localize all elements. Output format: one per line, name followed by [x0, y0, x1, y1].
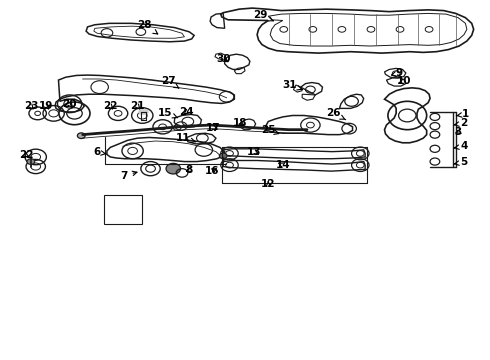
Text: 26: 26: [326, 108, 345, 120]
Text: 4: 4: [454, 141, 467, 151]
Text: 23: 23: [24, 101, 38, 111]
Text: 12: 12: [261, 179, 275, 189]
Circle shape: [77, 133, 85, 139]
Text: 8: 8: [186, 165, 193, 175]
Text: 19: 19: [39, 101, 53, 111]
Text: 21: 21: [130, 101, 145, 111]
Text: 24: 24: [179, 107, 194, 117]
Text: 6: 6: [94, 147, 106, 157]
Text: 29: 29: [253, 10, 273, 21]
Text: 15: 15: [158, 108, 178, 118]
Text: 2: 2: [454, 118, 467, 128]
Text: 22: 22: [103, 101, 118, 111]
Text: 9: 9: [392, 68, 403, 78]
Circle shape: [27, 159, 35, 165]
Text: 22: 22: [19, 150, 33, 160]
Text: 31: 31: [282, 80, 302, 90]
Text: 16: 16: [205, 166, 220, 176]
Text: 5: 5: [454, 157, 467, 167]
Text: 28: 28: [137, 20, 158, 34]
Text: 25: 25: [261, 125, 279, 135]
Text: 20: 20: [62, 99, 77, 109]
Text: 3: 3: [455, 127, 462, 137]
Text: 11: 11: [176, 133, 196, 143]
Text: 10: 10: [396, 76, 411, 86]
Text: 1: 1: [456, 109, 469, 120]
Text: 17: 17: [206, 122, 221, 132]
Text: 30: 30: [216, 54, 230, 64]
Text: 18: 18: [233, 118, 247, 128]
Text: 13: 13: [246, 147, 261, 157]
Text: 7: 7: [120, 171, 137, 181]
Text: 27: 27: [161, 76, 179, 88]
Text: 14: 14: [275, 160, 290, 170]
Circle shape: [220, 153, 227, 159]
Circle shape: [166, 163, 181, 174]
